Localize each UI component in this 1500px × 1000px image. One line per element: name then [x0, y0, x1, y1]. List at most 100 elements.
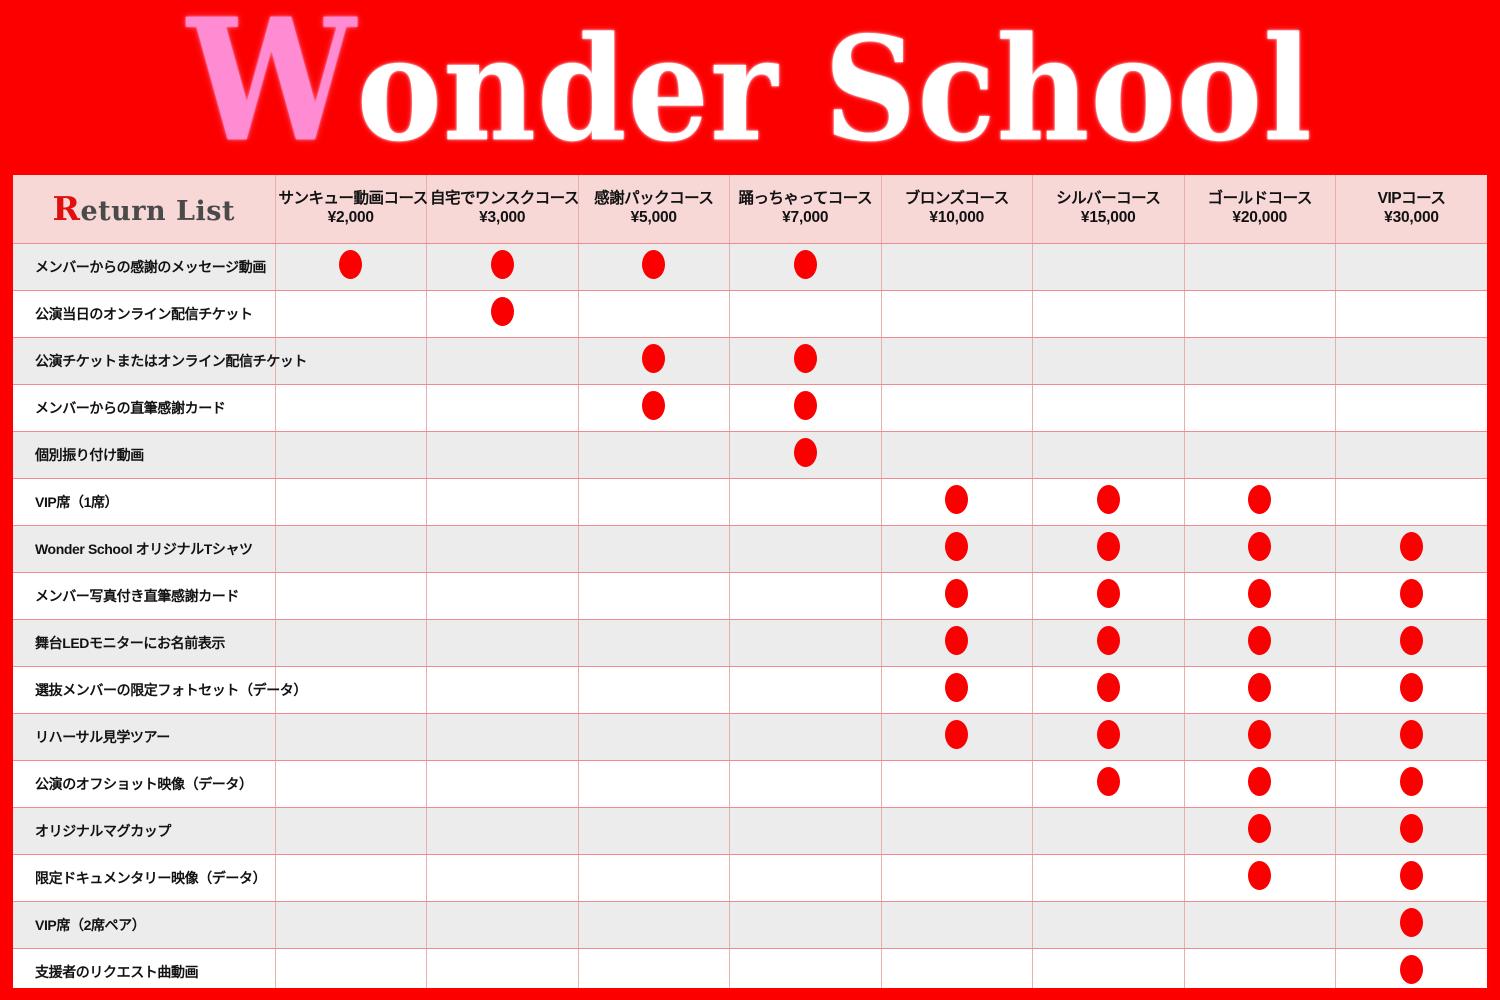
reward-excluded-cell [426, 525, 579, 573]
return-list-header-cell: Return List [13, 175, 276, 244]
plan-header-6[interactable]: シルバーコース ¥15,000 [1032, 175, 1185, 244]
table-body: メンバーからの感謝のメッセージ動画 公演当日のオンライン配信チケット 公演チケットま… [13, 243, 1487, 988]
included-dot-icon [339, 249, 363, 279]
reward-excluded-cell [1032, 243, 1185, 291]
reward-excluded-cell [729, 666, 882, 714]
included-dot-icon [1400, 954, 1423, 984]
reward-included-cell [426, 243, 579, 291]
reward-excluded-cell [275, 948, 427, 988]
plan-header-8[interactable]: VIPコース ¥30,000 [1335, 175, 1487, 244]
reward-excluded-cell [578, 478, 730, 526]
plan-header-5[interactable]: ブロンズコース ¥10,000 [881, 175, 1033, 244]
table-row: 支援者のリクエスト曲動画 [13, 948, 1487, 988]
reward-excluded-cell [1184, 384, 1336, 432]
plan-name: サンキュー動画コース [278, 189, 429, 207]
included-dot-icon [490, 296, 514, 326]
reward-excluded-cell [1032, 807, 1185, 855]
reward-excluded-cell [729, 807, 882, 855]
reward-excluded-cell [729, 478, 882, 526]
reward-included-cell [881, 525, 1033, 573]
reward-included-cell [1335, 760, 1487, 808]
included-dot-icon [945, 672, 969, 702]
reward-included-cell [1335, 525, 1487, 573]
plan-name: ブロンズコース [904, 189, 1009, 207]
plan-header-3[interactable]: 感謝パックコース ¥5,000 [578, 175, 730, 244]
table-row: メンバーからの感謝のメッセージ動画 [13, 243, 1487, 291]
reward-included-cell [881, 478, 1033, 526]
included-dot-icon [1248, 531, 1272, 561]
reward-excluded-cell [1032, 431, 1185, 479]
reward-excluded-cell [729, 713, 882, 761]
table-row: 舞台LEDモニターにお名前表示 [13, 619, 1487, 667]
included-dot-icon [1096, 672, 1120, 702]
reward-excluded-cell [1032, 337, 1185, 385]
included-dot-icon [1096, 484, 1120, 514]
table-row: メンバーからの直筆感謝カード [13, 384, 1487, 432]
included-dot-icon [1400, 907, 1423, 937]
reward-label: 舞台LEDモニターにお名前表示 [13, 619, 276, 667]
reward-included-cell [729, 431, 882, 479]
reward-excluded-cell [275, 619, 427, 667]
reward-excluded-cell [1184, 431, 1336, 479]
reward-excluded-cell [275, 290, 427, 338]
reward-excluded-cell [578, 525, 730, 573]
plan-header-1[interactable]: サンキュー動画コース ¥2,000 [275, 175, 429, 244]
reward-excluded-cell [729, 854, 882, 902]
included-dot-icon [1096, 531, 1120, 561]
included-dot-icon [945, 719, 969, 749]
reward-included-cell [1184, 478, 1336, 526]
reward-included-cell [729, 243, 882, 291]
included-dot-icon [642, 343, 666, 373]
reward-included-cell [1032, 572, 1185, 620]
reward-excluded-cell [881, 854, 1033, 902]
included-dot-icon [1400, 672, 1423, 702]
included-dot-icon [1248, 484, 1272, 514]
reward-included-cell [1032, 619, 1185, 667]
reward-excluded-cell [275, 337, 427, 385]
plan-price: ¥30,000 [1384, 209, 1439, 227]
reward-excluded-cell [426, 384, 579, 432]
table-row: 選抜メンバーの限定フォトセット（データ） [13, 666, 1487, 714]
reward-included-cell [729, 384, 882, 432]
reward-excluded-cell [578, 901, 730, 949]
reward-excluded-cell [881, 431, 1033, 479]
reward-excluded-cell [729, 948, 882, 988]
table-row: VIP席（1席） [13, 478, 1487, 526]
reward-included-cell [1184, 760, 1336, 808]
reward-excluded-cell [426, 760, 579, 808]
reward-label: 個別振り付け動画 [13, 431, 276, 479]
reward-excluded-cell [1184, 243, 1336, 291]
reward-label: VIP席（1席） [13, 478, 276, 526]
reward-excluded-cell [275, 384, 427, 432]
reward-excluded-cell [881, 807, 1033, 855]
plan-header-4[interactable]: 踊っちゃってコース ¥7,000 [729, 175, 882, 244]
plan-header-2[interactable]: 自宅でワンスクコース ¥3,000 [426, 175, 579, 244]
included-dot-icon [1248, 813, 1272, 843]
reward-excluded-cell [426, 666, 579, 714]
reward-excluded-cell [426, 478, 579, 526]
reward-included-cell [426, 290, 579, 338]
page-title: Wonder School [187, 0, 1313, 165]
plan-price: ¥15,000 [1080, 209, 1136, 227]
plan-name: シルバーコース [1056, 189, 1161, 207]
included-dot-icon [1400, 860, 1423, 890]
reward-excluded-cell [729, 572, 882, 620]
reward-excluded-cell [1335, 337, 1487, 385]
reward-excluded-cell [729, 525, 882, 573]
reward-label: 限定ドキュメンタリー映像（データ） [13, 854, 276, 902]
reward-excluded-cell [1335, 290, 1487, 338]
plan-header-7[interactable]: ゴールドコース ¥20,000 [1184, 175, 1336, 244]
reward-label: 選抜メンバーの限定フォトセット（データ） [13, 666, 307, 714]
reward-included-cell [1184, 807, 1336, 855]
reward-included-cell [1032, 713, 1185, 761]
reward-label: メンバーからの直筆感謝カード [13, 384, 276, 432]
reward-label: メンバーからの感謝のメッセージ動画 [13, 243, 276, 291]
reward-included-cell [729, 337, 882, 385]
reward-excluded-cell [1335, 384, 1487, 432]
reward-excluded-cell [275, 525, 427, 573]
reward-excluded-cell [881, 243, 1033, 291]
reward-excluded-cell [881, 337, 1033, 385]
reward-label: オリジナルマグカップ [13, 807, 276, 855]
included-dot-icon [1248, 860, 1272, 890]
